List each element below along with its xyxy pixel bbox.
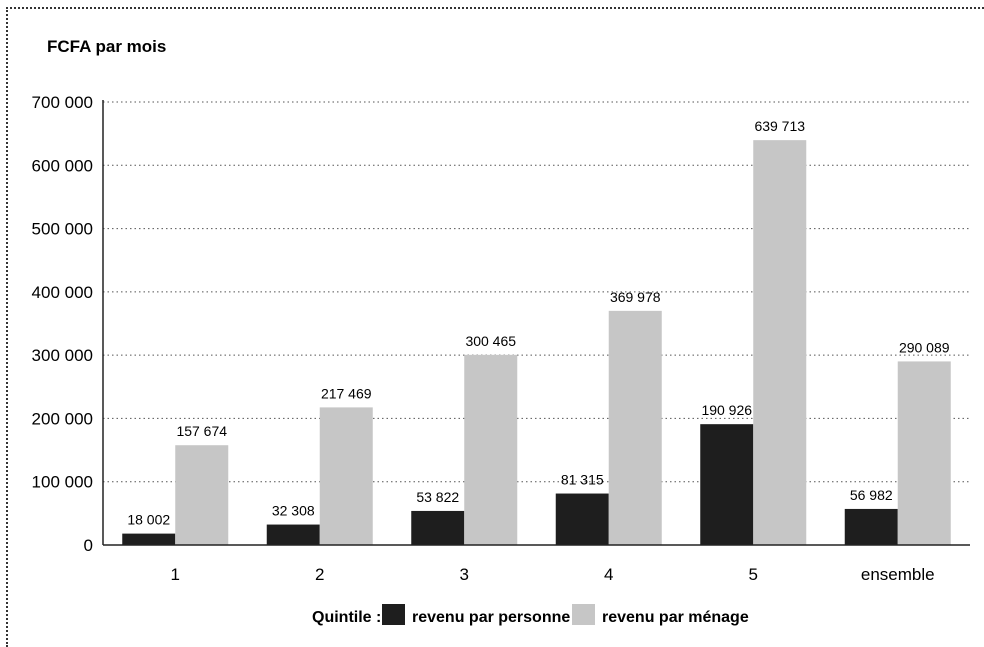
y-tick-label: 100 000 (32, 473, 93, 492)
bar-menage (897, 361, 951, 545)
x-tick-label: 5 (749, 565, 758, 584)
x-tick-label: ensemble (861, 565, 935, 584)
x-tick-label: 1 (171, 565, 180, 584)
value-label: 56 982 (850, 487, 893, 503)
bar-personne (411, 510, 465, 545)
y-tick-label: 0 (84, 536, 93, 555)
value-label: 157 674 (176, 423, 227, 439)
bar-personne (122, 533, 176, 545)
y-tick-label: 700 000 (32, 93, 93, 112)
value-label: 190 926 (701, 402, 752, 418)
bar-menage (175, 445, 229, 545)
value-label: 81 315 (561, 472, 604, 488)
y-axis-label: FCFA par mois (47, 37, 166, 56)
value-label: 300 465 (465, 333, 516, 349)
x-tick-label: 3 (460, 565, 469, 584)
bar-personne (555, 493, 609, 545)
bar-menage (608, 310, 662, 545)
legend: Quintile : revenu par personne revenu pa… (312, 604, 749, 626)
value-labels: 18 002 157 674 32 308 217 469 53 822 300 465 8… (127, 118, 949, 527)
legend-label-menage: revenu par ménage (602, 609, 749, 626)
y-tick-label: 600 000 (32, 156, 93, 175)
value-label: 53 822 (416, 489, 459, 505)
bars (122, 140, 951, 545)
value-label: 18 002 (127, 512, 170, 528)
value-label: 217 469 (321, 385, 372, 401)
gridlines (103, 101, 970, 483)
x-tick-label: 2 (315, 565, 324, 584)
bar-menage (319, 407, 373, 545)
legend-title: Quintile : (312, 609, 381, 626)
y-tick-label: 200 000 (32, 409, 93, 428)
legend-swatch-menage (572, 604, 595, 625)
chart-frame (6, 7, 984, 647)
value-label: 369 978 (610, 289, 661, 305)
bar-menage (753, 140, 807, 545)
value-label: 290 089 (899, 339, 950, 355)
y-tick-label: 400 000 (32, 283, 93, 302)
bar-personne (266, 524, 320, 545)
x-tick-labels: 1 2 3 4 5 ensemble (171, 565, 935, 584)
y-tick-label: 500 000 (32, 220, 93, 239)
y-tick-label: 300 000 (32, 346, 93, 365)
bar-menage (464, 354, 518, 545)
axes (102, 100, 970, 546)
value-label: 639 713 (754, 118, 805, 134)
bar-personne (700, 424, 754, 545)
legend-swatch-personne (382, 604, 405, 625)
bar-personne (844, 508, 898, 545)
y-tick-labels: 0 100 000 200 000 300 000 400 000 500 000 600 … (32, 93, 93, 555)
legend-label-personne: revenu par personne (412, 609, 570, 626)
value-label: 32 308 (272, 503, 315, 519)
x-tick-label: 4 (604, 565, 613, 584)
